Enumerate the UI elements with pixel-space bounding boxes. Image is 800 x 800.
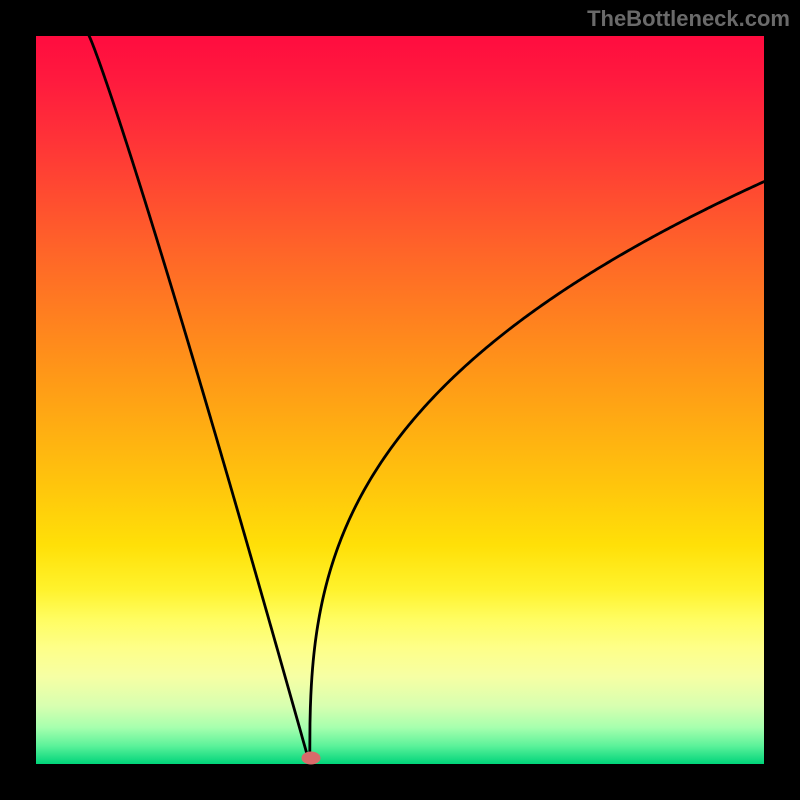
plot-area: [36, 36, 764, 764]
watermark-text: TheBottleneck.com: [587, 6, 790, 32]
